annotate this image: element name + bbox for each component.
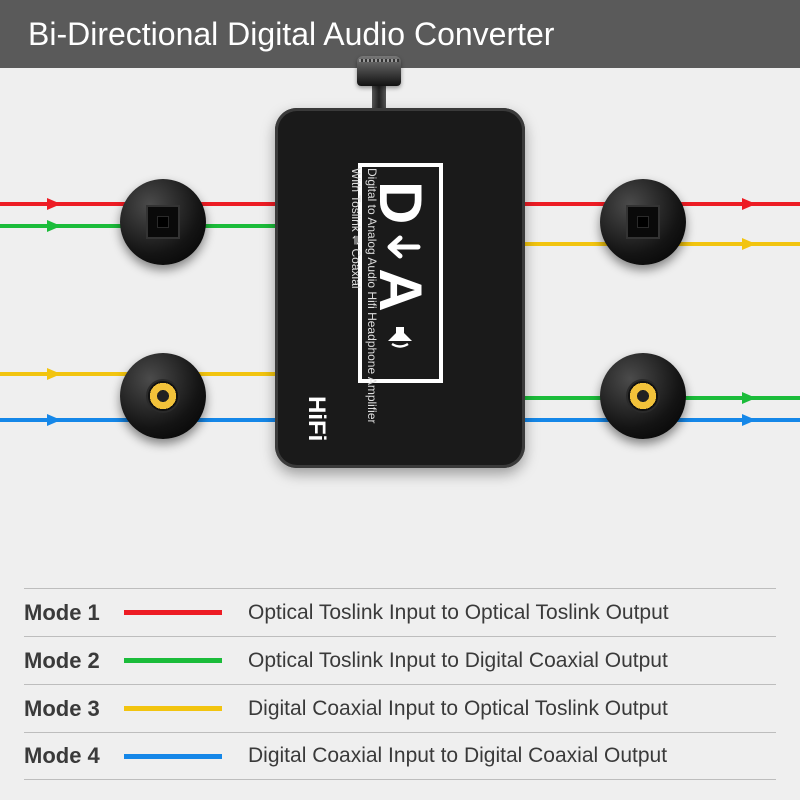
device-subtitle-2: With Toslink ⇌ Coaxial (349, 168, 363, 289)
mode-color-swatch (124, 658, 222, 663)
toslink-port-icon (626, 205, 660, 239)
coax-output-right (600, 353, 686, 439)
speaker-icon (379, 324, 423, 352)
mode-label: Mode 3 (24, 696, 124, 722)
device-subtitle-1: Digital to Analog Audio Hifi Headphone A… (365, 168, 379, 424)
toslink-input-left (120, 179, 206, 265)
mode-description: Optical Toslink Input to Optical Toslink… (248, 601, 669, 625)
toslink-port-icon (146, 205, 180, 239)
diagram-area: D A Digital to Analog Audio Hifi Headpho… (0, 68, 800, 558)
volume-knob (357, 56, 401, 86)
toslink-output-right (600, 179, 686, 265)
mode-label: Mode 4 (24, 743, 124, 769)
device-hifi-label: HiFi (302, 396, 330, 441)
mode-description: Optical Toslink Input to Digital Coaxial… (248, 649, 668, 673)
coax-port-icon (626, 379, 660, 413)
mode-label: Mode 1 (24, 600, 124, 626)
page-title: Bi-Directional Digital Audio Converter (28, 16, 554, 53)
legend-row: Mode 3 Digital Coaxial Input to Optical T… (24, 684, 776, 732)
legend-row: Mode 4 Digital Coaxial Input to Digital C… (24, 732, 776, 780)
arrow-down-icon (379, 232, 423, 262)
mode-label: Mode 2 (24, 648, 124, 674)
legend-row: Mode 1 Optical Toslink Input to Optical T… (24, 588, 776, 636)
mode-color-swatch (124, 706, 222, 711)
mode-color-swatch (124, 610, 222, 615)
mode-legend: Mode 1 Optical Toslink Input to Optical T… (24, 588, 776, 780)
mode-description: Digital Coaxial Input to Digital Coaxial… (248, 744, 667, 768)
converter-device: D A Digital to Analog Audio Hifi Headpho… (275, 108, 525, 468)
mode-description: Digital Coaxial Input to Optical Toslink… (248, 697, 668, 721)
mode-color-swatch (124, 754, 222, 759)
coax-input-left (120, 353, 206, 439)
legend-row: Mode 2 Optical Toslink Input to Digital C… (24, 636, 776, 684)
coax-port-icon (146, 379, 180, 413)
